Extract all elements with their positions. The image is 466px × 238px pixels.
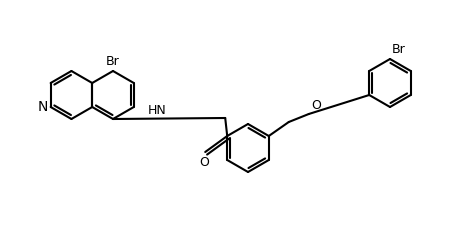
Text: N: N: [37, 100, 48, 114]
Text: Br: Br: [392, 43, 406, 56]
Text: HN: HN: [147, 104, 166, 116]
Text: O: O: [311, 99, 321, 112]
Text: Br: Br: [106, 55, 120, 68]
Text: O: O: [199, 156, 209, 169]
